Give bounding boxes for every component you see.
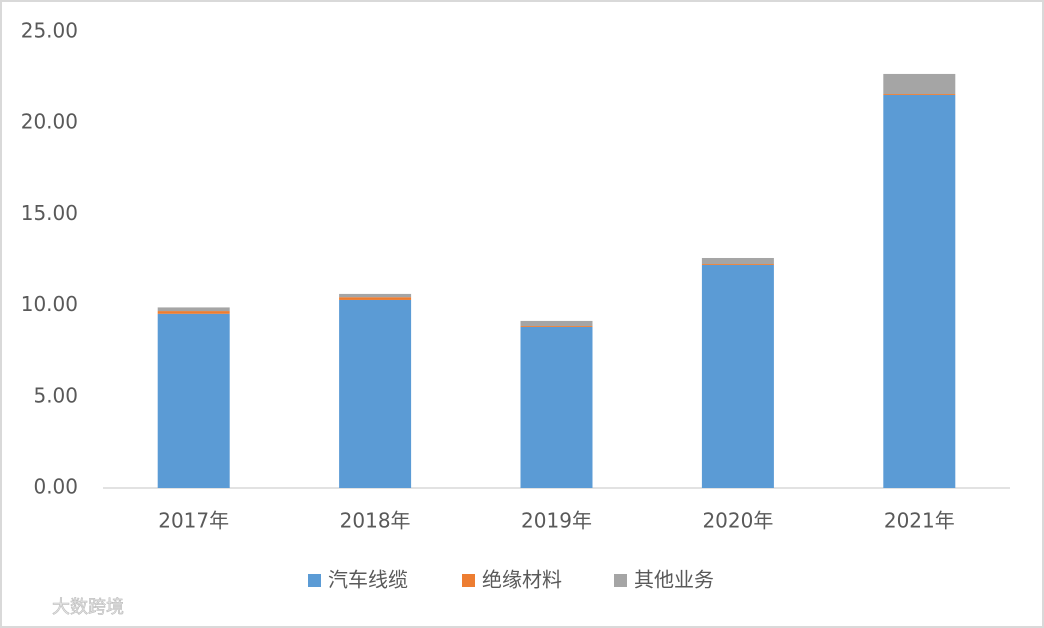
y-tick-label: 15.00 <box>21 201 78 225</box>
bar-segment <box>883 94 956 488</box>
bar-segment <box>339 297 412 300</box>
bar-segment <box>157 313 230 488</box>
bar-segment <box>701 264 774 488</box>
y-tick-label: 0.00 <box>33 475 78 499</box>
bar-segment <box>701 264 774 265</box>
legend-swatch <box>462 574 475 587</box>
bar-segment <box>520 320 593 327</box>
bar-segment <box>520 326 593 327</box>
bar-segment <box>701 257 774 265</box>
y-tick-label: 10.00 <box>21 292 78 316</box>
watermark: 大数跨境 <box>52 597 124 618</box>
x-tick-label: 2020年 <box>702 509 773 533</box>
bar-segment <box>883 73 956 95</box>
bar-segment <box>157 311 230 314</box>
bar-segment <box>339 299 412 488</box>
legend-swatch <box>614 574 627 587</box>
legend-label: 其他业务 <box>634 568 714 592</box>
x-tick-label: 2019年 <box>521 509 592 533</box>
x-tick-label: 2017年 <box>158 509 229 533</box>
bar-segment <box>520 326 593 488</box>
y-tick-label: 25.00 <box>21 19 78 43</box>
y-tick-label: 5.00 <box>33 383 78 407</box>
bar-segment <box>883 94 956 95</box>
legend-label: 汽车线缆 <box>328 568 408 592</box>
legend-swatch <box>308 574 321 587</box>
y-tick-label: 20.00 <box>21 110 78 134</box>
bar-segment <box>339 293 412 298</box>
x-tick-label: 2021年 <box>884 509 955 533</box>
legend-label: 绝缘材料 <box>482 568 562 592</box>
bar-segment <box>157 307 230 312</box>
x-tick-label: 2018年 <box>340 509 411 533</box>
